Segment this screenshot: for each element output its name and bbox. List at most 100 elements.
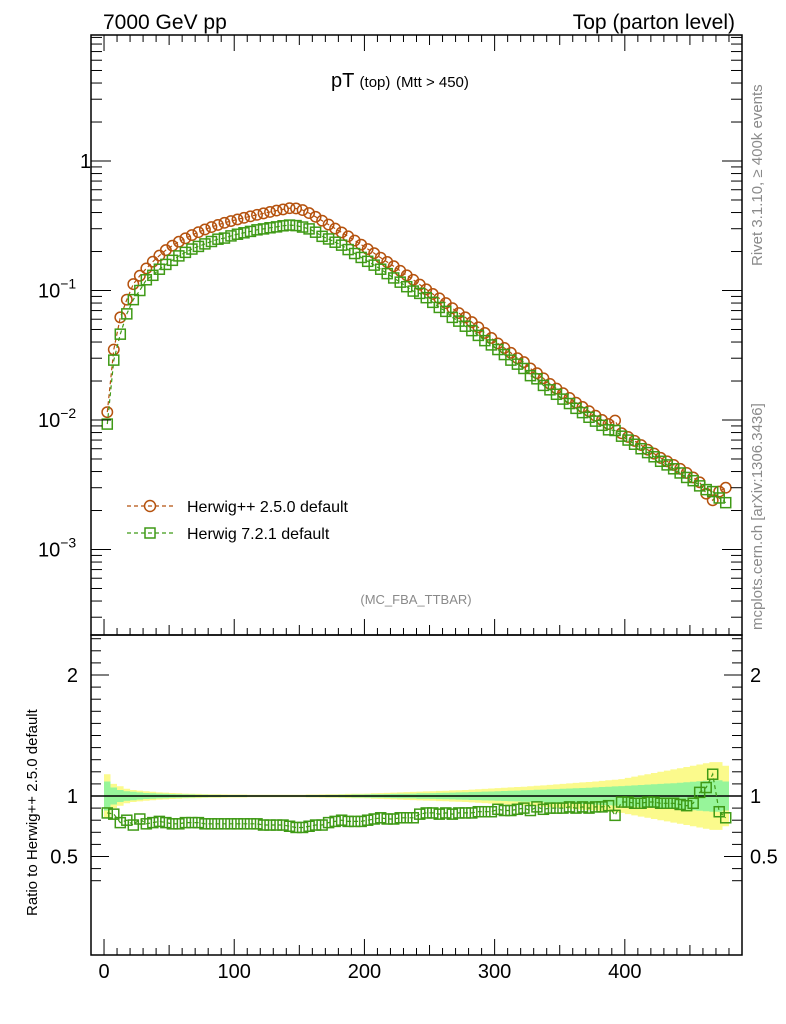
legend: Herwig++ 2.5.0 default Herwig 7.2.1 defa… — [127, 499, 349, 543]
ratio-point — [706, 768, 719, 780]
ratio-point — [212, 818, 224, 830]
herwig7-point — [290, 219, 302, 232]
ratio-y-tick-labels: 0.5 0.5 1 1 2 2 — [50, 665, 778, 869]
herwig7-point — [446, 311, 459, 324]
collision-label: 7000 GeV pp — [103, 11, 227, 34]
ratio-point — [264, 819, 276, 831]
main-y-tick-labels: 10−310−210−11 — [38, 151, 91, 562]
herwig7-point — [264, 222, 276, 234]
herwig7-point — [355, 251, 367, 264]
ratio-point — [140, 818, 153, 830]
herwig7-point — [368, 259, 380, 271]
herwig7-point — [589, 415, 602, 427]
ratio-point — [700, 781, 712, 794]
herwig7-point — [244, 225, 257, 238]
main-frame — [90, 34, 743, 636]
herwig7-point — [296, 221, 309, 233]
ratio-point — [615, 796, 628, 808]
ratio-point — [238, 818, 250, 830]
ratio-point — [550, 802, 563, 814]
ratio-point — [186, 816, 198, 829]
ratio-point — [596, 801, 608, 813]
x-tick-label: 200 — [348, 961, 381, 983]
ratio-point — [498, 804, 511, 817]
herwig7-point — [218, 232, 231, 244]
ratio-point — [485, 805, 498, 818]
ratio-point — [667, 797, 680, 810]
herwigpp-point — [277, 203, 289, 216]
herwigpp-point — [361, 243, 374, 255]
ratio-point — [433, 808, 446, 820]
ratio-point — [427, 807, 439, 819]
ratio-point — [518, 802, 530, 814]
ratio-point — [316, 819, 328, 831]
herwigpp-point — [244, 210, 257, 223]
herwig7-point — [309, 226, 322, 238]
ratio-data-layer — [91, 762, 742, 834]
herwig7-point — [322, 233, 335, 245]
main-ticks — [91, 35, 742, 635]
herwigpp-point — [335, 226, 348, 239]
herwigpp-point — [381, 256, 394, 268]
y-tick-label-exponent: −2 — [60, 405, 76, 421]
title-cut: (Mtt > 450) — [396, 74, 469, 91]
herwigpp-point — [713, 485, 726, 498]
ratio-point — [479, 805, 491, 818]
ratio-point — [407, 812, 419, 824]
herwig7-point — [329, 236, 341, 248]
herwig7-point — [231, 228, 244, 240]
ratio-point — [251, 818, 263, 830]
herwigpp-point — [309, 210, 322, 223]
herwig7-point — [524, 369, 537, 382]
ratio-point — [635, 797, 647, 810]
ratio-point — [687, 797, 699, 810]
y-tick-label-exponent: −3 — [60, 535, 76, 551]
ratio-y-tick-label: 2 — [67, 665, 78, 687]
herwig7-point — [361, 255, 374, 268]
ratio-point — [524, 804, 537, 817]
ratio-point — [719, 812, 732, 824]
ratio-point — [244, 818, 257, 830]
herwigpp-point — [348, 234, 361, 247]
ratio-point — [218, 818, 231, 830]
herwig7-point — [680, 471, 693, 484]
ratio-panel: 0.5 0.5 1 1 2 2 0 100 200 300 400 Ratio to Herwig… — [24, 634, 778, 983]
herwigpp-point — [146, 255, 159, 268]
main-title: pT (top) (Mtt > 450) — [331, 70, 469, 92]
ratio-point — [472, 805, 485, 818]
herwigpp-point — [101, 406, 114, 419]
x-tick-label: 0 — [98, 961, 109, 983]
ratio-point — [583, 802, 595, 814]
ratio-point — [622, 796, 634, 808]
y-tick-label-base: 10 — [38, 410, 60, 432]
ratio-point — [511, 803, 524, 816]
ratio-point — [101, 807, 114, 819]
herwigpp-point — [172, 235, 185, 248]
herwig7-point — [719, 496, 732, 509]
ratio-point — [628, 797, 641, 810]
ratio-point — [453, 807, 465, 819]
ratio-point — [205, 818, 218, 830]
ratio-point — [570, 802, 582, 814]
legend-marker-herwigpp — [143, 499, 157, 513]
ratio-point — [544, 802, 556, 814]
x-tick-label: 300 — [478, 961, 511, 983]
ratio-point — [400, 812, 413, 824]
herwig7-point — [387, 272, 400, 284]
y-tick-label: 10−2 — [38, 405, 76, 432]
ratio-point — [231, 818, 244, 830]
herwigpp-point — [517, 356, 530, 369]
ratio-point — [420, 807, 433, 819]
herwigpp-point — [374, 251, 387, 264]
ratio-point — [641, 796, 654, 808]
herwig7-point — [160, 258, 172, 271]
ratio-point — [557, 802, 569, 814]
y-tick-label: 10−3 — [38, 535, 76, 562]
ratio-point — [713, 805, 725, 818]
ratio-point — [342, 815, 354, 828]
herwig7-point — [238, 227, 250, 239]
ratio-point — [335, 814, 348, 826]
ratio-point — [654, 797, 667, 810]
series-line-0 — [106, 207, 727, 502]
ratio-point — [361, 814, 374, 826]
